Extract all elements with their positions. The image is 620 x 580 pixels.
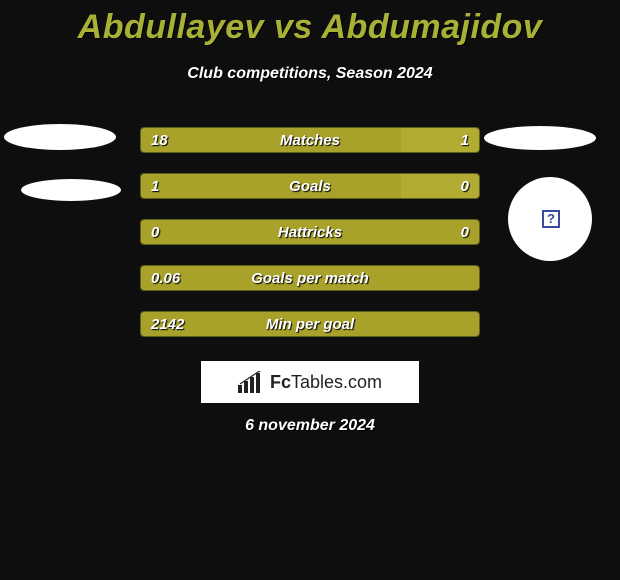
left-value: 18 bbox=[151, 128, 168, 152]
bar-track: Min per goal2142 bbox=[140, 311, 480, 337]
subtitle: Club competitions, Season 2024 bbox=[0, 65, 620, 83]
bar-fill-left bbox=[141, 312, 479, 336]
right-value: 1 bbox=[461, 128, 469, 152]
left-value: 0 bbox=[151, 220, 159, 244]
page-title: Abdullayev vs Abdumajidov bbox=[0, 0, 620, 47]
bar-fill-left bbox=[141, 174, 401, 198]
logo-text-bold: Fc bbox=[270, 372, 291, 392]
logo-text: FcTables.com bbox=[270, 372, 382, 393]
bar-track: Matches181 bbox=[140, 127, 480, 153]
bar-fill-left bbox=[141, 220, 479, 244]
left-value: 0.06 bbox=[151, 266, 180, 290]
right-value: 0 bbox=[461, 220, 469, 244]
left-player-ellipse bbox=[21, 179, 121, 201]
fctables-logo: FcTables.com bbox=[201, 361, 419, 403]
logo-text-rest: Tables.com bbox=[291, 372, 382, 392]
bar-track: Goals10 bbox=[140, 173, 480, 199]
right-player-ellipse bbox=[484, 126, 596, 150]
logo-bars-icon bbox=[238, 371, 264, 393]
stat-row-goals-per-match: Goals per match0.06 bbox=[0, 255, 620, 301]
stat-row-min-per-goal: Min per goal2142 bbox=[0, 301, 620, 347]
bar-track: Hattricks00 bbox=[140, 219, 480, 245]
bar-track: Goals per match0.06 bbox=[140, 265, 480, 291]
left-value: 1 bbox=[151, 174, 159, 198]
date-label: 6 november 2024 bbox=[0, 417, 620, 435]
left-player-ellipse bbox=[4, 124, 116, 150]
bar-fill-left bbox=[141, 266, 479, 290]
left-value: 2142 bbox=[151, 312, 184, 336]
right-player-avatar-placeholder bbox=[508, 177, 592, 261]
right-value: 0 bbox=[461, 174, 469, 198]
unknown-image-icon bbox=[542, 210, 560, 228]
bar-fill-left bbox=[141, 128, 401, 152]
